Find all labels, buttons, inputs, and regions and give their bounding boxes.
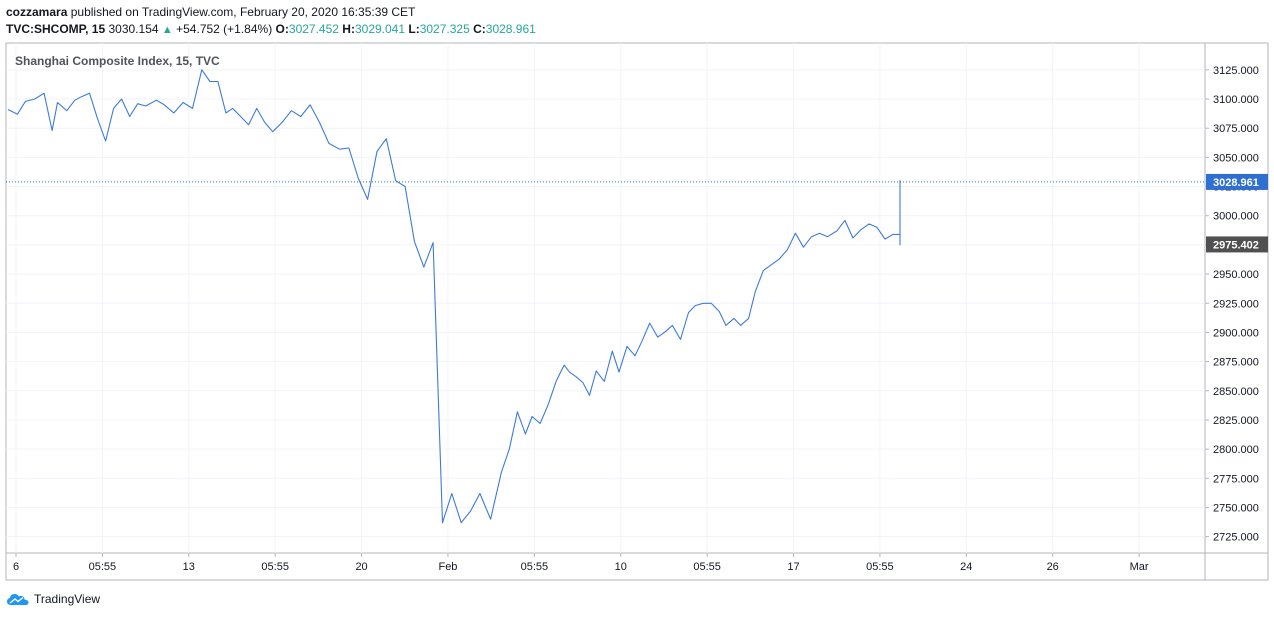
close-label: C: xyxy=(473,22,486,36)
time-tick-label: 05:55 xyxy=(89,561,117,573)
low-label: L: xyxy=(408,22,420,36)
time-tick-label: 10 xyxy=(615,561,627,573)
time-tick-label: 6 xyxy=(13,561,19,573)
symbol-label: TVC:SHCOMP, 15 xyxy=(6,22,106,36)
chart-title: Shanghai Composite Index, 15, TVC xyxy=(15,54,220,68)
price-tick-label: 2825.000 xyxy=(1213,415,1259,427)
time-tick-label: 05:55 xyxy=(521,561,549,573)
tradingview-cloud-icon xyxy=(7,593,29,605)
price-tick-label: 3100.000 xyxy=(1213,94,1259,106)
open-label: O: xyxy=(275,22,289,36)
price-series xyxy=(7,69,901,524)
price-tick-label: 3050.000 xyxy=(1213,152,1259,164)
time-tick-label: Feb xyxy=(438,561,457,573)
price-line xyxy=(7,69,901,524)
price-tick-label: 2950.000 xyxy=(1213,269,1259,281)
time-axis[interactable]: 6 05:55 13 05:55 20 Feb 05:55 10 05:55 17 05:55 24 2… xyxy=(13,553,1149,573)
price-lines: 3028.961 2975.402 xyxy=(6,173,1268,253)
author-name[interactable]: cozzamara xyxy=(6,5,68,19)
current-price-label: 3028.961 xyxy=(1213,177,1259,189)
price-tick-label: 2725.000 xyxy=(1213,532,1259,544)
price-tick-label: 2775.000 xyxy=(1213,473,1259,485)
price-tick-label: 2850.000 xyxy=(1213,386,1259,398)
time-tick-label: 20 xyxy=(355,561,367,573)
previous-close-badge xyxy=(1206,236,1268,253)
price-change: +54.752 (+1.84%) xyxy=(176,22,273,36)
price-tick-label: 2925.000 xyxy=(1213,298,1259,310)
time-tick-label: 17 xyxy=(787,561,799,573)
price-tick-label: 2750.000 xyxy=(1213,502,1259,514)
time-tick-label: 05:55 xyxy=(866,561,894,573)
price-tick-label: 2800.000 xyxy=(1213,444,1259,456)
price-tick-label: 2875.000 xyxy=(1213,357,1259,369)
brand-name: TradingView xyxy=(34,592,101,606)
price-tick-label: 2900.000 xyxy=(1213,327,1259,339)
last-price: 3030.154 xyxy=(108,22,159,36)
open-value: 3027.452 xyxy=(288,22,339,36)
grid xyxy=(6,43,1205,553)
current-price-badge xyxy=(1206,173,1268,190)
chart-border xyxy=(5,42,1269,581)
low-value: 3027.325 xyxy=(419,22,470,36)
publish-info: cozzamara published on TradingView.com, … xyxy=(6,5,415,19)
high-label: H: xyxy=(342,22,355,36)
price-tick-label: 3075.000 xyxy=(1213,123,1259,135)
time-tick-label: 05:55 xyxy=(693,561,721,573)
time-tick-label: Mar xyxy=(1130,561,1149,573)
price-tick-label: 3000.000 xyxy=(1213,211,1259,223)
time-tick-label: 05:55 xyxy=(261,561,289,573)
time-tick-label: 24 xyxy=(960,561,972,573)
close-value: 3028.961 xyxy=(485,22,536,36)
time-tick-label: 26 xyxy=(1047,561,1059,573)
tradingview-logo[interactable]: TradingView xyxy=(7,592,100,606)
published-text: published on TradingView.com, February 2… xyxy=(70,5,416,19)
price-axis[interactable]: 3125.0003100.0003075.0003050.0003025.000… xyxy=(1205,65,1259,544)
high-value: 3029.041 xyxy=(354,22,406,36)
previous-close-label: 2975.402 xyxy=(1213,239,1259,251)
time-tick-label: 13 xyxy=(183,561,195,573)
price-tick-label: 3125.000 xyxy=(1213,65,1259,77)
ohlc-bar: TVC:SHCOMP, 15 3030.154 ▲ +54.752 (+1.84… xyxy=(6,22,536,37)
change-up-icon: ▲ xyxy=(161,24,173,36)
